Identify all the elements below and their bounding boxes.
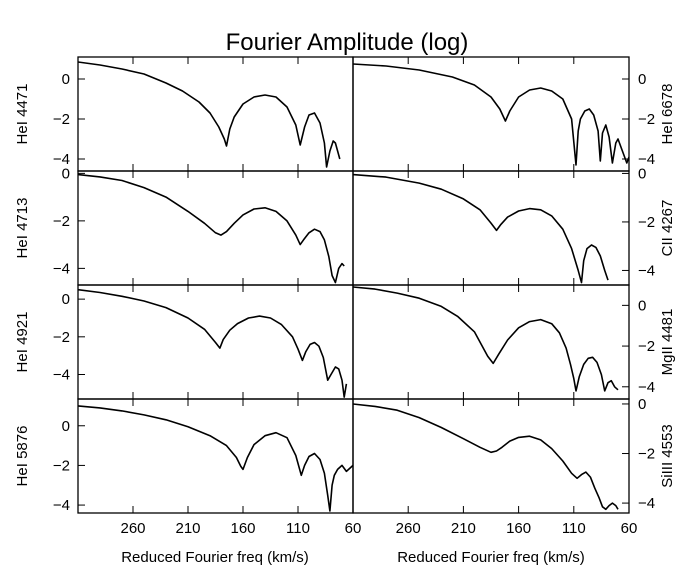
panel-left-4: 260 210 160 110 60 0 −2 −4 HeI 5876: [14, 398, 362, 537]
panel-frame: [352, 56, 630, 172]
x-axis-label-left: Reduced Fourier freq (km/s): [121, 549, 309, 566]
panel-frame: [352, 398, 630, 514]
x-tick-label: 110: [286, 520, 310, 537]
y-tick-label: −4: [53, 260, 70, 277]
y-tick-label: −4: [53, 151, 70, 168]
y-axis-label: HeI 4713: [14, 198, 31, 259]
y-tick-label: −2: [53, 213, 70, 230]
y-tick-label: −4: [638, 262, 655, 279]
y-tick-label: 0: [638, 71, 646, 88]
y-tick-label: −2: [638, 214, 655, 231]
y-tick-label: −2: [53, 111, 70, 128]
x-tick-label: 160: [230, 520, 255, 537]
y-tick-label: −2: [638, 111, 655, 128]
series-line: [353, 173, 609, 284]
y-tick-label: 0: [638, 396, 646, 413]
x-tick-label: 210: [451, 520, 476, 537]
y-tick-label: −2: [638, 338, 655, 355]
y-tick-label: 0: [638, 165, 646, 182]
x-tick-label: 210: [175, 520, 200, 537]
x-tick-label: 60: [621, 520, 638, 537]
series-line: [78, 288, 348, 398]
series-line: [353, 403, 619, 511]
x-tick-label: 60: [345, 520, 362, 537]
series-line: [78, 405, 353, 512]
x-axis-label-right: Reduced Fourier freq (km/s): [397, 549, 585, 566]
y-tick-label: −4: [53, 497, 70, 514]
x-tick-label: 160: [506, 520, 531, 537]
y-tick-label: 0: [62, 71, 70, 88]
y-tick-label: −2: [638, 446, 655, 463]
y-axis-label: MgII 4481: [659, 309, 676, 376]
x-tick-label: 260: [120, 520, 145, 537]
y-axis-label: HeI 5876: [14, 426, 31, 487]
series-line: [78, 61, 341, 168]
y-tick-label: 0: [62, 418, 70, 435]
y-tick-label: 0: [62, 291, 70, 308]
y-tick-label: −2: [53, 457, 70, 474]
x-tick-label: 110: [562, 520, 586, 537]
panel-frame: [352, 170, 630, 286]
panel-left-1: 0 −2 −4 HeI 4471: [14, 56, 354, 172]
panel-left-2: 0 −2 −4 HeI 4713: [14, 165, 354, 286]
x-tick-label: 260: [396, 520, 421, 537]
y-tick-label: −4: [638, 151, 655, 168]
y-tick-label: −2: [53, 329, 70, 346]
y-tick-label: −4: [53, 367, 70, 384]
figure-title: Fourier Amplitude (log): [226, 29, 469, 56]
series-line: [353, 63, 629, 166]
y-axis-label: CII 4267: [659, 200, 676, 257]
y-axis-label: HeI 6678: [659, 84, 676, 145]
y-tick-label: 0: [62, 165, 70, 182]
panel-frame: [77, 398, 354, 514]
panel-left-3: 0 −2 −4 HeI 4921: [14, 284, 354, 400]
y-tick-label: −4: [638, 495, 655, 512]
panel-frame: [352, 284, 630, 400]
y-axis-label: HeI 4471: [14, 84, 31, 145]
series-line: [78, 173, 345, 284]
y-tick-label: 0: [638, 297, 646, 314]
y-axis-label: HeI 4921: [14, 312, 31, 373]
y-tick-label: −4: [638, 379, 655, 396]
series-line: [353, 286, 619, 392]
panel-frame: [77, 170, 354, 286]
y-axis-label: SiIII 4553: [659, 424, 676, 487]
